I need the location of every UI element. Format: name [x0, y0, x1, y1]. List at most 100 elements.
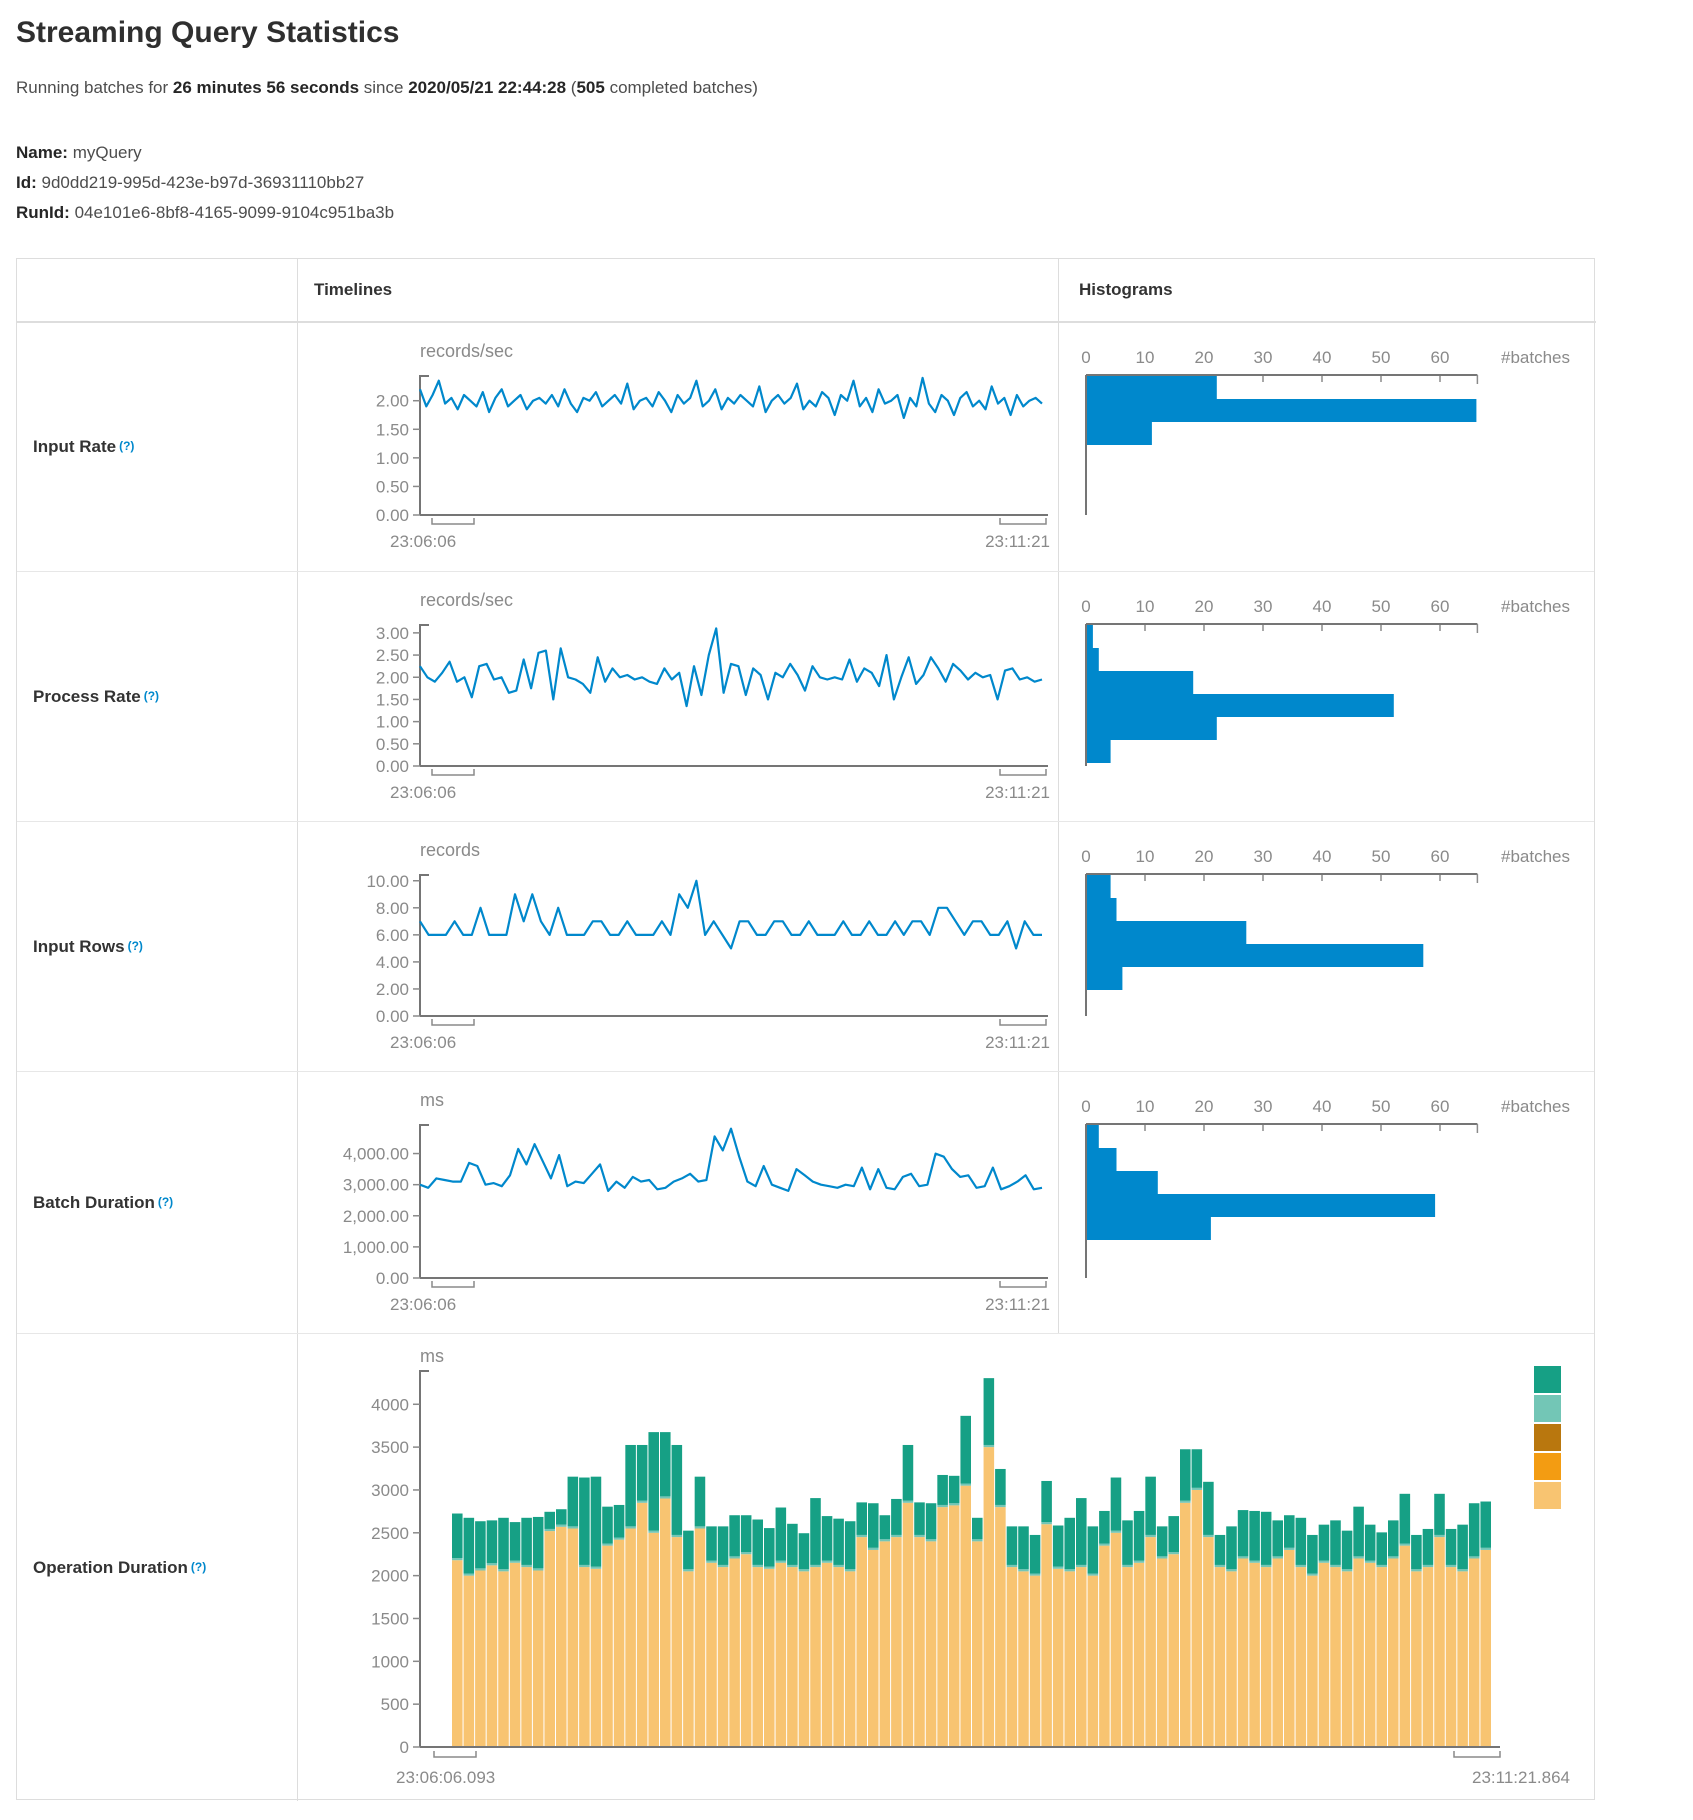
- svg-text:2.00: 2.00: [376, 980, 409, 999]
- svg-text:50: 50: [1372, 597, 1391, 616]
- legend-swatch-3: [1534, 1453, 1561, 1480]
- header-timelines-cell: Timelines: [297, 259, 1058, 323]
- svg-text:23:06:06: 23:06:06: [390, 1033, 456, 1052]
- input-rate-timeline: records/sec 0.00 0.50 1.00 1.50 2.00 23:06:06 2…: [376, 341, 1050, 551]
- svg-text:30: 30: [1254, 597, 1273, 616]
- svg-text:40: 40: [1313, 1097, 1332, 1116]
- svg-text:60: 60: [1431, 348, 1450, 367]
- batch-duration-histogram: 0 10 20 30 40 50 60 #batches: [1081, 1097, 1570, 1278]
- header-histograms-cell: Histograms: [1058, 259, 1596, 323]
- process-rate-label: Process Rate (?): [17, 572, 297, 821]
- query-runid-label: RunId:: [16, 203, 70, 222]
- svg-text:60: 60: [1431, 1097, 1450, 1116]
- stats-table: Timelines Histograms Input Rate (?) recor…: [16, 258, 1596, 1801]
- query-runid-value: 04e101e6-8bf8-4165-9099-9104c951ba3b: [74, 203, 395, 222]
- process-rate-label-text: Process Rate: [33, 686, 141, 706]
- svg-text:23:11:21: 23:11:21: [985, 1033, 1050, 1052]
- input-rows-help-icon[interactable]: (?): [127, 938, 143, 953]
- svg-text:0: 0: [1081, 1097, 1090, 1116]
- svg-text:records/sec: records/sec: [420, 341, 513, 361]
- query-info: Name: myQuery Id: 9d0dd219-995d-423e-b97…: [16, 138, 394, 228]
- svg-text:ms: ms: [420, 1346, 444, 1366]
- query-name-label: Name:: [16, 143, 68, 162]
- svg-text:6.00: 6.00: [376, 926, 409, 945]
- svg-text:2500: 2500: [371, 1524, 409, 1543]
- svg-text:#batches: #batches: [1501, 847, 1570, 866]
- svg-text:0: 0: [1081, 597, 1090, 616]
- summary-duration: 26 minutes 56 seconds: [172, 78, 360, 97]
- input-rows-timeline: records 0.00 2.00 4.00 6.00 8.00 10.00 23:06:06…: [366, 840, 1050, 1052]
- svg-text:4000: 4000: [371, 1395, 409, 1414]
- operation-duration-stacked: ms 0 500 1000 1500 2000 2500 3000 3500 4000 23:06:…: [371, 1346, 1570, 1787]
- svg-text:40: 40: [1313, 847, 1332, 866]
- legend-swatch-1: [1534, 1395, 1561, 1422]
- input-rate-label-text: Input Rate: [33, 437, 117, 456]
- process-rate-histogram: 0 10 20 30 40 50 60 #batches: [1081, 597, 1570, 766]
- summary-paren: (: [570, 78, 577, 97]
- svg-text:1000: 1000: [371, 1652, 409, 1671]
- batch-duration-label: Batch Duration (?): [17, 1072, 297, 1333]
- query-name-value: myQuery: [72, 143, 142, 162]
- input-rate-help-icon[interactable]: (?): [119, 439, 135, 453]
- process-rate-histogram-chart: 0 10 20 30 40 50 60 #batches: [1058, 572, 1596, 821]
- svg-text:10.00: 10.00: [366, 872, 409, 891]
- svg-text:2.50: 2.50: [376, 646, 409, 665]
- query-id-value: 9d0dd219-995d-423e-b97d-36931110bb27: [41, 173, 365, 192]
- batch-duration-timeline-chart: ms 0.00 1,000.00 2,000.00 3,000.00 4,000.00 23…: [297, 1072, 1058, 1333]
- svg-text:50: 50: [1372, 847, 1391, 866]
- input-rows-histogram: 0 10 20 30 40 50 60 #batches: [1081, 847, 1570, 1016]
- svg-text:10: 10: [1136, 597, 1155, 616]
- svg-text:0.00: 0.00: [376, 506, 409, 525]
- row-input-rate: Input Rate (?) records/sec 0.00 0.50 1.00 1.5…: [17, 323, 1594, 571]
- operation-duration-label-text: Operation Duration: [33, 1557, 188, 1577]
- process-rate-timeline: records/sec 0.00 0.50 1.00 1.50 2.00 2.50 3.00 2…: [376, 590, 1050, 802]
- input-rows-label-text: Input Rows: [33, 936, 125, 956]
- svg-text:10: 10: [1136, 348, 1155, 367]
- svg-text:500: 500: [381, 1695, 409, 1714]
- svg-text:50: 50: [1372, 1097, 1391, 1116]
- svg-text:0.50: 0.50: [376, 735, 409, 754]
- input-rate-histogram: 0 10 20 30 40 50 60 #batches: [1081, 348, 1570, 515]
- svg-text:0: 0: [1081, 348, 1090, 367]
- svg-text:0: 0: [400, 1738, 409, 1757]
- summary-completed-count: 505: [576, 78, 605, 97]
- operation-duration-legend: [1534, 1366, 1561, 1511]
- batch-duration-help-icon[interactable]: (?): [157, 1194, 174, 1209]
- operation-duration-help-icon[interactable]: (?): [190, 1559, 207, 1574]
- row-batch-duration: Batch Duration (?) ms 0.00 1,000.00 2,000.00…: [17, 1071, 1594, 1333]
- svg-text:0.00: 0.00: [376, 1007, 409, 1026]
- svg-text:40: 40: [1313, 597, 1332, 616]
- legend-swatch-0: [1534, 1366, 1561, 1393]
- running-batches-summary: Running batches for 26 minutes 56 second…: [16, 78, 758, 98]
- svg-text:records/sec: records/sec: [420, 590, 513, 610]
- svg-text:20: 20: [1195, 597, 1214, 616]
- svg-text:50: 50: [1372, 348, 1391, 367]
- svg-text:40: 40: [1313, 348, 1332, 367]
- svg-text:20: 20: [1195, 348, 1214, 367]
- svg-text:23:06:06: 23:06:06: [390, 1295, 456, 1314]
- svg-text:20: 20: [1195, 847, 1214, 866]
- input-rate-timeline-chart: records/sec 0.00 0.50 1.00 1.50 2.00 23:06:06 2…: [297, 323, 1058, 571]
- svg-text:3500: 3500: [371, 1438, 409, 1457]
- svg-text:60: 60: [1431, 847, 1450, 866]
- input-rate-label: Input Rate (?): [17, 323, 297, 571]
- summary-suffix: completed batches): [609, 78, 758, 97]
- svg-text:60: 60: [1431, 597, 1450, 616]
- svg-text:3,000.00: 3,000.00: [343, 1176, 409, 1195]
- process-rate-help-icon[interactable]: (?): [143, 688, 160, 703]
- row-input-rows: Input Rows (?) records 0.00 2.00 4.00 6.00 8.0…: [17, 821, 1594, 1071]
- svg-text:#batches: #batches: [1501, 597, 1570, 616]
- header-empty-cell: [17, 259, 297, 323]
- process-rate-timeline-chart: records/sec 0.00 0.50 1.00 1.50 2.00 2.50 3.00 2…: [297, 572, 1058, 821]
- svg-text:10: 10: [1136, 1097, 1155, 1116]
- svg-text:2.00: 2.00: [376, 392, 409, 411]
- svg-text:ms: ms: [420, 1090, 444, 1110]
- svg-text:23:06:06: 23:06:06: [390, 783, 456, 802]
- svg-text:2.00: 2.00: [376, 668, 409, 687]
- svg-text:3000: 3000: [371, 1481, 409, 1500]
- svg-text:23:06:06: 23:06:06: [390, 532, 456, 551]
- summary-prefix: Running batches for: [16, 78, 169, 97]
- query-runid-line: RunId: 04e101e6-8bf8-4165-9099-9104c951b…: [16, 198, 394, 228]
- svg-text:1.50: 1.50: [376, 690, 409, 709]
